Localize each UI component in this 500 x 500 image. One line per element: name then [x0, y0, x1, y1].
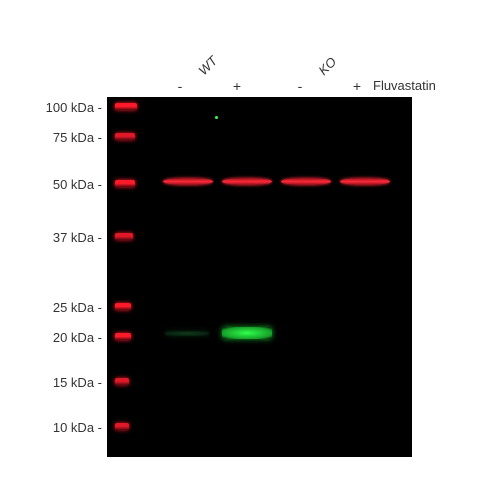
- ladder-band: [115, 333, 131, 340]
- ladder-label: 75 kDa -: [32, 130, 102, 145]
- western-blot-figure: 100 kDa - 75 kDa - 50 kDa - 37 kDa - 25 kDa …: [0, 0, 500, 500]
- ladder-band: [115, 378, 129, 385]
- ladder-label: 20 kDa -: [32, 330, 102, 345]
- ladder-label: 15 kDa -: [32, 375, 102, 390]
- treatment-name-label: Fluvastatin: [373, 78, 436, 93]
- ladder-band: [115, 303, 131, 310]
- treatment-sign: -: [290, 78, 310, 94]
- target-protein-band: [222, 327, 272, 339]
- ladder-label: 100 kDa -: [32, 100, 102, 115]
- loading-control-band: [281, 178, 331, 185]
- ladder-band: [115, 103, 137, 110]
- ladder-band: [115, 423, 129, 430]
- loading-control-band: [163, 178, 213, 185]
- genotype-label: KO: [315, 54, 339, 78]
- genotype-label: WT: [195, 53, 220, 78]
- treatment-sign: -: [170, 78, 190, 94]
- loading-control-band: [222, 178, 272, 185]
- ladder-label: 10 kDa -: [32, 420, 102, 435]
- treatment-sign: +: [347, 78, 367, 94]
- ladder-label: 50 kDa -: [32, 177, 102, 192]
- ladder-band: [115, 133, 135, 140]
- target-protein-band: [165, 331, 209, 336]
- ladder-band: [115, 180, 135, 187]
- artifact-speckle: [215, 116, 218, 119]
- treatment-sign: +: [227, 78, 247, 94]
- ladder-band: [115, 233, 133, 240]
- ladder-label: 25 kDa -: [32, 300, 102, 315]
- loading-control-band: [340, 178, 390, 185]
- blot-membrane: [107, 97, 412, 457]
- ladder-label: 37 kDa -: [32, 230, 102, 245]
